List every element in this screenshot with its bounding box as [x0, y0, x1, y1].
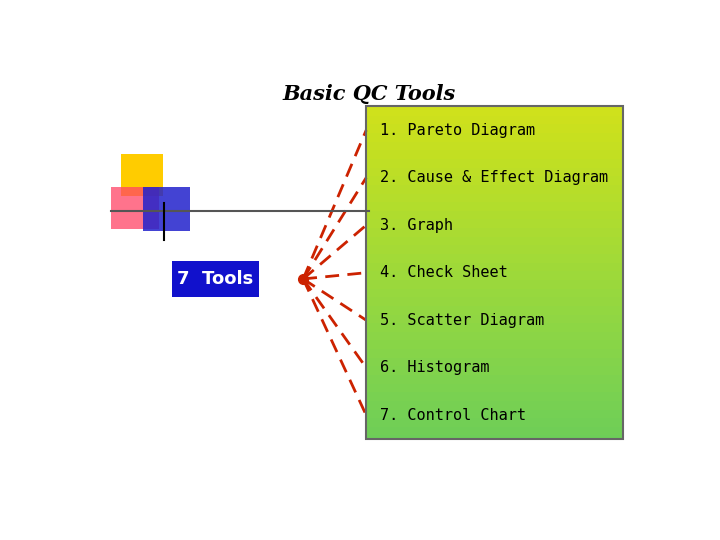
- Bar: [121, 154, 163, 196]
- Text: 2. Cause & Effect Diagram: 2. Cause & Effect Diagram: [380, 170, 608, 185]
- Text: 4. Check Sheet: 4. Check Sheet: [380, 265, 508, 280]
- Bar: [172, 261, 258, 296]
- Bar: [366, 106, 623, 439]
- Text: Basic QC Tools: Basic QC Tools: [282, 84, 456, 104]
- Text: 1. Pareto Diagram: 1. Pareto Diagram: [380, 123, 535, 138]
- Bar: [143, 187, 190, 231]
- Text: 7  Tools: 7 Tools: [177, 270, 253, 288]
- Text: 6. Histogram: 6. Histogram: [380, 360, 490, 375]
- Bar: [111, 187, 158, 229]
- Text: 7. Control Chart: 7. Control Chart: [380, 408, 526, 423]
- Text: 5. Scatter Diagram: 5. Scatter Diagram: [380, 313, 544, 328]
- Text: 3. Graph: 3. Graph: [380, 218, 453, 233]
